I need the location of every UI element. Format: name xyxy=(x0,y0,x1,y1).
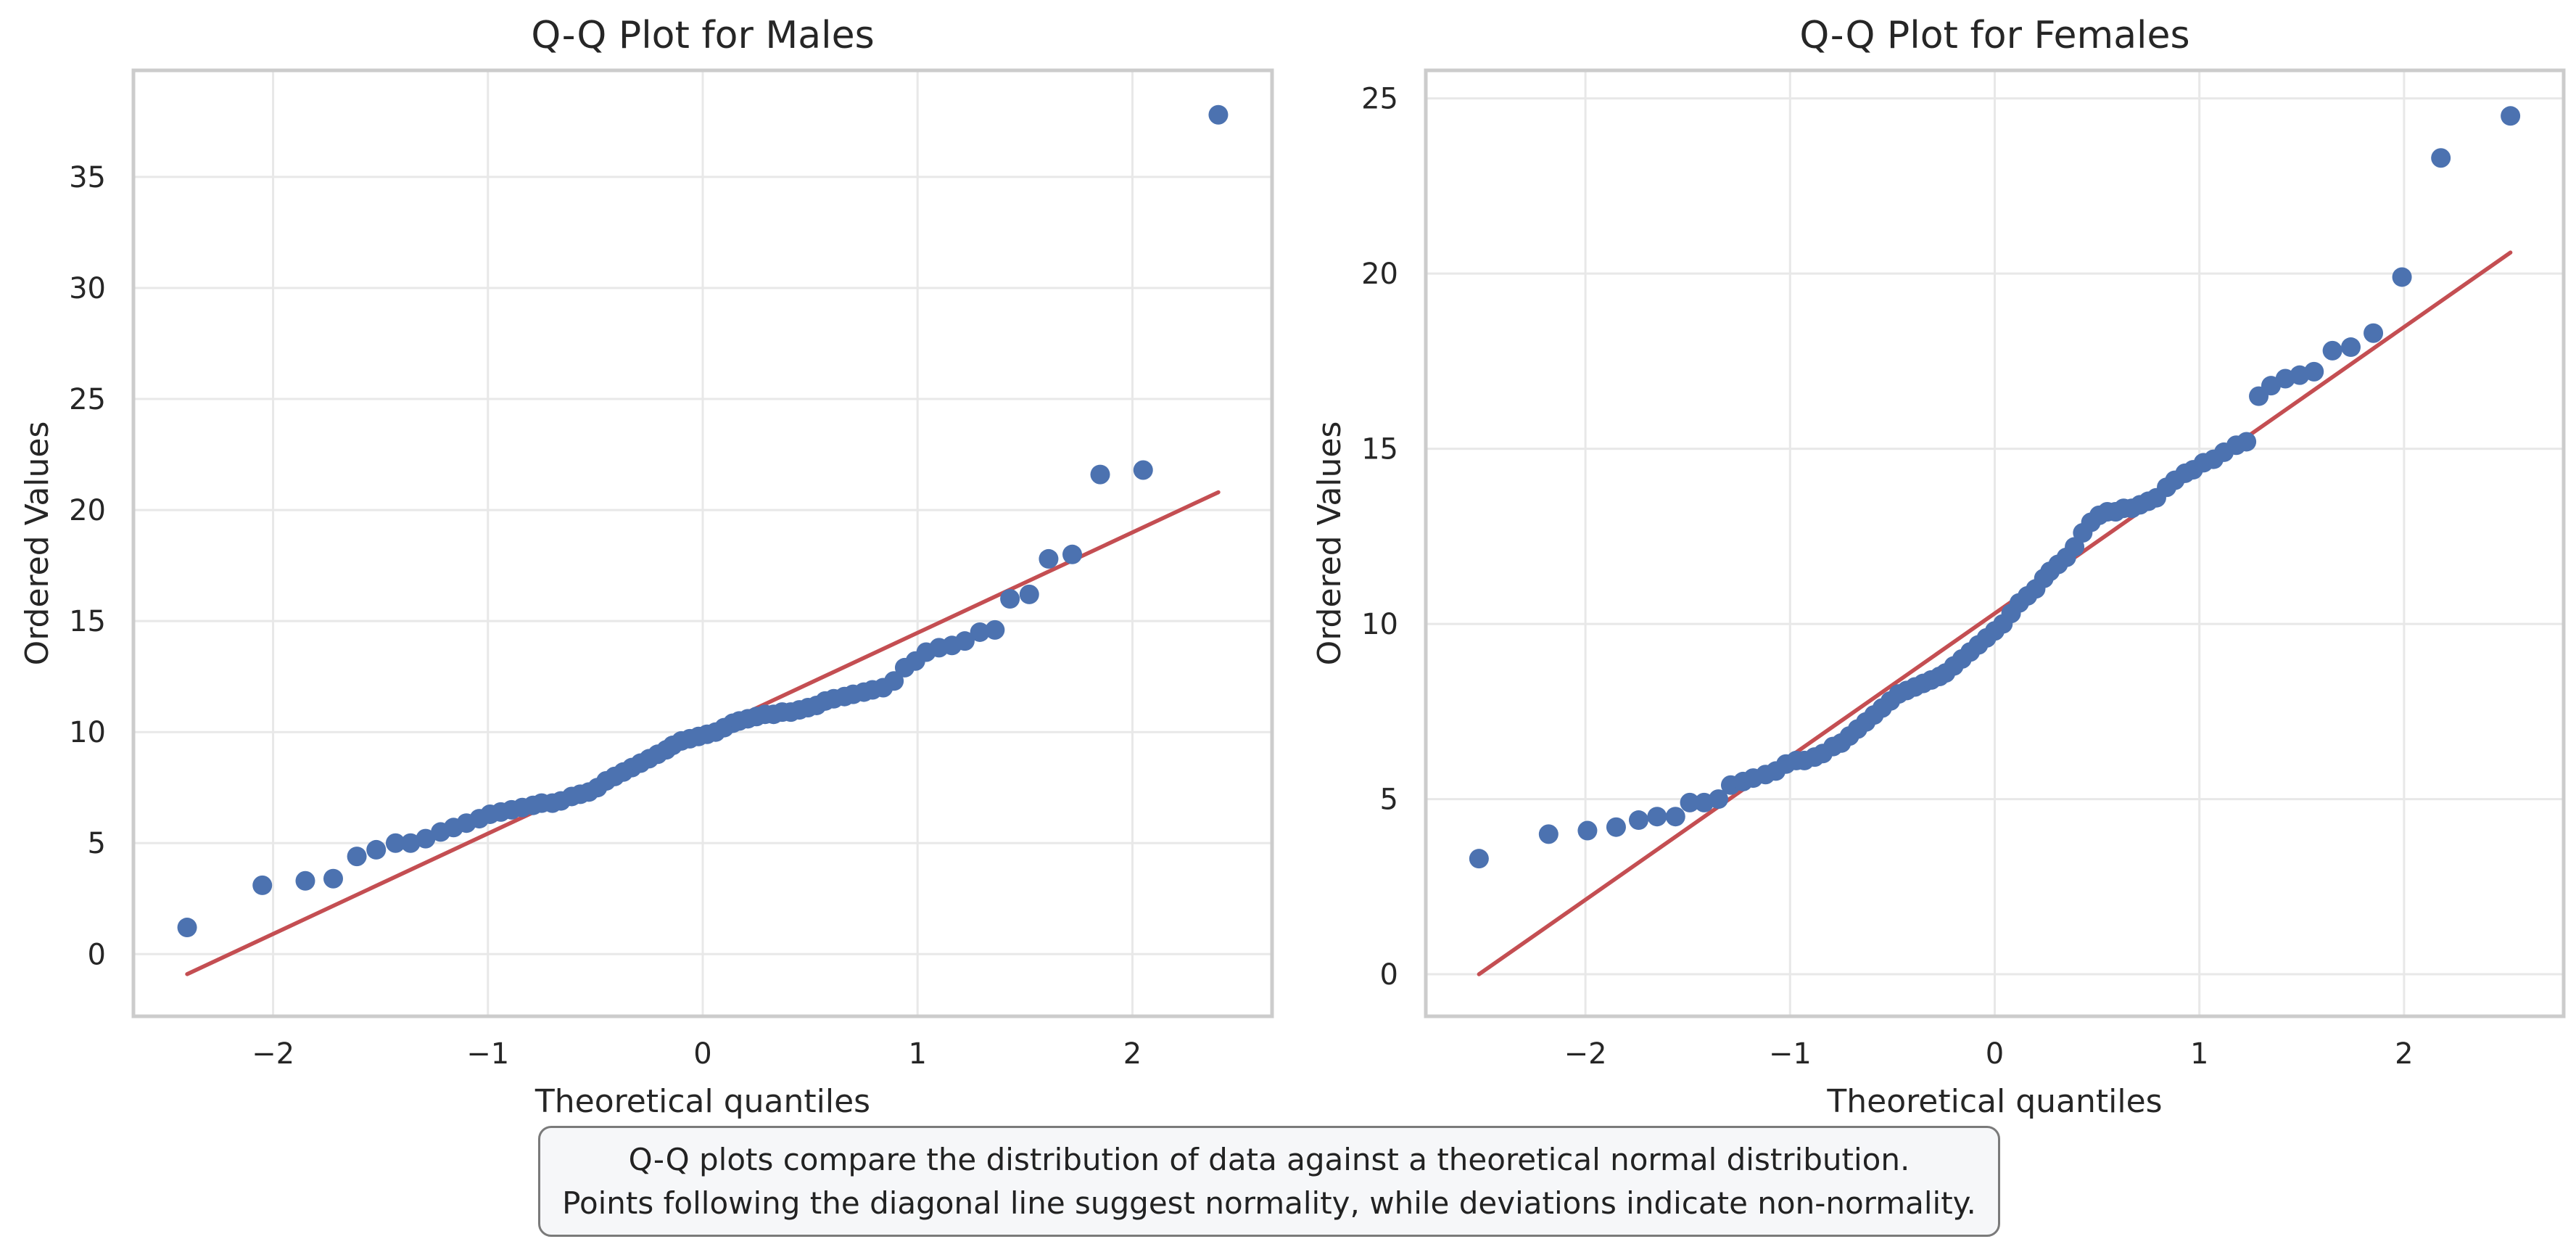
y-tick-label: 20 xyxy=(69,494,106,527)
chart-title: Q-Q Plot for Males xyxy=(531,14,874,57)
data-point xyxy=(1133,460,1153,480)
data-point xyxy=(1062,544,1083,564)
data-point xyxy=(252,875,273,895)
x-tick-label: 2 xyxy=(1123,1037,1142,1071)
data-point xyxy=(970,622,990,642)
x-tick-label: −1 xyxy=(466,1037,509,1071)
x-tick-label: 1 xyxy=(2190,1037,2208,1071)
data-point xyxy=(1665,807,1685,827)
y-tick-label: 20 xyxy=(1361,258,1398,291)
data-point xyxy=(177,918,197,938)
data-point xyxy=(1606,817,1626,837)
data-point xyxy=(416,828,436,849)
x-tick-label: −1 xyxy=(1769,1037,1812,1071)
data-point xyxy=(2431,148,2451,168)
x-tick-label: 0 xyxy=(1986,1037,2004,1071)
x-axis-label: Theoretical quantiles xyxy=(534,1083,870,1120)
data-point xyxy=(2322,340,2342,361)
y-axis-label: Ordered Values xyxy=(1311,421,1348,666)
x-tick-label: −2 xyxy=(1564,1037,1607,1071)
data-point xyxy=(1577,820,1598,841)
data-point xyxy=(323,868,343,889)
data-point xyxy=(1090,464,1110,485)
y-tick-label: 10 xyxy=(1361,608,1398,641)
data-point xyxy=(295,870,315,891)
y-axis-label: Ordered Values xyxy=(19,421,56,666)
data-point xyxy=(985,620,1005,640)
x-tick-label: −2 xyxy=(252,1037,294,1071)
axes-frame xyxy=(1424,68,2566,1018)
data-point xyxy=(954,631,975,651)
y-tick-label: 25 xyxy=(1361,83,1398,116)
data-point xyxy=(2501,106,2521,126)
data-point xyxy=(366,839,387,860)
data-point xyxy=(1680,792,1700,812)
data-point xyxy=(385,833,405,853)
x-tick-label: 0 xyxy=(693,1037,711,1071)
data-point xyxy=(2341,337,2361,358)
data-point xyxy=(1538,824,1559,844)
y-tick-label: 25 xyxy=(69,383,106,416)
data-point xyxy=(1000,589,1020,609)
y-tick-label: 35 xyxy=(69,161,106,194)
x-tick-label: 2 xyxy=(2395,1037,2413,1071)
y-tick-label: 30 xyxy=(69,272,106,305)
y-tick-label: 5 xyxy=(1380,783,1398,817)
data-point xyxy=(1019,584,1039,604)
chart-title: Q-Q Plot for Females xyxy=(1799,14,2189,57)
data-point xyxy=(2392,267,2412,287)
y-tick-label: 15 xyxy=(1361,433,1398,466)
data-point xyxy=(2364,323,2384,343)
axes-frame xyxy=(131,68,1274,1018)
data-point xyxy=(1039,548,1059,569)
y-tick-label: 0 xyxy=(1380,958,1398,992)
x-axis-label: Theoretical quantiles xyxy=(1826,1083,2162,1120)
y-tick-label: 10 xyxy=(69,716,106,749)
data-point xyxy=(1628,810,1648,831)
data-point xyxy=(347,847,367,867)
caption-line-1: Q-Q plots compare the distribution of da… xyxy=(628,1141,1910,1177)
data-point xyxy=(400,833,421,853)
y-tick-label: 5 xyxy=(88,827,106,860)
data-point xyxy=(884,671,904,691)
y-tick-label: 0 xyxy=(88,938,106,971)
fit-line xyxy=(1477,250,2513,976)
data-point xyxy=(1208,104,1229,125)
data-point xyxy=(1469,849,1489,869)
y-tick-label: 15 xyxy=(69,605,106,638)
data-point xyxy=(1709,789,1729,810)
caption-line-2: Points following the diagonal line sugge… xyxy=(562,1185,1976,1221)
data-point xyxy=(1647,807,1667,827)
data-point xyxy=(2304,361,2324,382)
caption-box: Q-Q plots compare the distribution of da… xyxy=(538,1126,2000,1237)
data-point xyxy=(2237,432,2257,452)
x-tick-label: 1 xyxy=(908,1037,926,1071)
